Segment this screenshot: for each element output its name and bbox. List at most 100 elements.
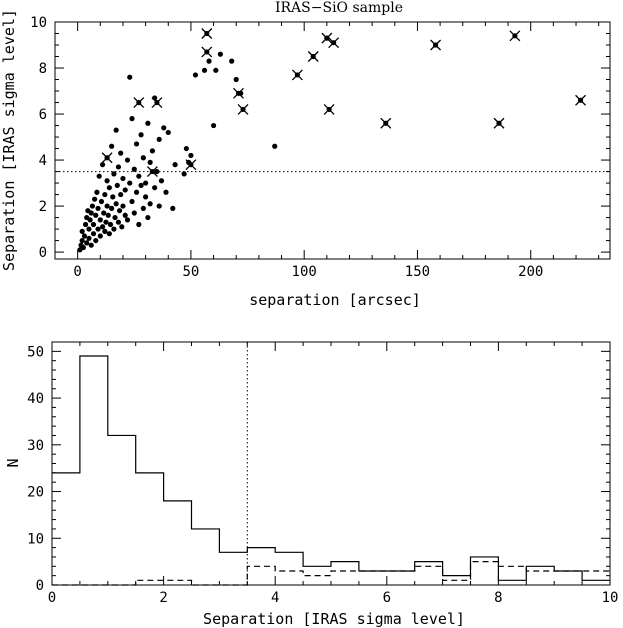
scatter-cross-point: [328, 37, 340, 49]
scatter-point: [106, 231, 112, 237]
scatter-point: [136, 221, 142, 228]
scatter-cross-center: [512, 33, 518, 39]
scatter-point: [152, 185, 158, 191]
scatter-point: [101, 210, 107, 216]
scatter-point: [99, 162, 106, 168]
histogram-x-tick-label: 6: [383, 590, 391, 606]
scatter-point: [84, 240, 90, 246]
scatter-y-tick-label: 2: [39, 199, 47, 215]
histogram-x-tick-label: 4: [271, 590, 279, 606]
scatter-point: [127, 74, 133, 80]
scatter-point: [138, 132, 144, 138]
scatter-point: [233, 76, 239, 83]
scatter-point: [109, 205, 115, 211]
scatter-point: [115, 219, 122, 225]
scatter-point: [129, 116, 135, 122]
scatter-point: [94, 189, 100, 195]
scatter-cross-center: [432, 42, 439, 48]
scatter-point: [113, 127, 119, 133]
chart-title: IRAS−SiO sample: [275, 0, 403, 16]
scatter-cross-center: [104, 155, 110, 161]
scatter-point: [109, 143, 115, 149]
scatter-point: [118, 191, 124, 198]
scatter-point: [115, 164, 122, 170]
scatter-point: [88, 210, 94, 216]
scatter-x-axis-label: separation [arcsec]: [249, 291, 421, 309]
scatter-cross-point: [575, 94, 587, 106]
scatter-point: [116, 208, 123, 214]
scatter-point: [140, 155, 146, 161]
scatter-point: [163, 189, 169, 195]
scatter-point: [86, 235, 92, 241]
histogram-y-tick-label: 30: [27, 438, 44, 454]
scatter-cross-point: [237, 103, 249, 115]
scatter-point: [96, 173, 102, 179]
scatter-cross-center: [310, 53, 316, 60]
scatter-point: [97, 217, 103, 223]
scatter-point: [154, 168, 160, 175]
scatter-cross-center: [324, 35, 330, 41]
scatter-cross-point: [323, 103, 335, 115]
scatter-point: [92, 196, 98, 202]
scatter-y-tick-label: 10: [30, 15, 47, 31]
scatter-point: [86, 226, 92, 232]
scatter-point: [133, 189, 140, 195]
histogram-y-axis: 0 10 20 30 40 50: [27, 344, 610, 594]
scatter-point: [118, 150, 124, 156]
scatter-point: [95, 205, 101, 211]
scatter-point: [90, 231, 97, 237]
scatter-point: [122, 187, 128, 193]
scatter-point: [124, 157, 131, 163]
scatter-y-tick-label: 0: [39, 245, 47, 261]
histogram-x-tick-label: 8: [494, 590, 502, 606]
histogram-x-axis-label: Separation [IRAS sigma level]: [203, 610, 465, 628]
scatter-point: [147, 159, 153, 165]
scatter-x-axis: 0 50 100 150 200: [73, 22, 600, 280]
scatter-point: [133, 141, 140, 147]
scatter-cross-point: [185, 159, 197, 171]
scatter-y-tick-label: 6: [39, 107, 47, 123]
scatter-point: [140, 205, 146, 211]
scatter-point: [131, 210, 137, 216]
scatter-point: [89, 203, 95, 209]
scatter-point: [122, 212, 128, 218]
scatter-point: [192, 72, 199, 78]
scatter-cross-point: [509, 30, 521, 42]
scatter-dot-series: [77, 51, 278, 253]
histogram-y-tick-label: 20: [27, 485, 44, 501]
scatter-point: [165, 129, 171, 136]
scatter-point: [103, 219, 109, 225]
scatter-point: [93, 212, 99, 218]
histogram-dashed-series: [52, 561, 610, 586]
scatter-y-tick-label: 8: [39, 61, 47, 77]
scatter-point: [217, 51, 223, 57]
scatter-point: [79, 228, 85, 234]
scatter-x-tick-label: 0: [73, 264, 81, 280]
scatter-point: [201, 67, 208, 73]
scatter-point: [156, 136, 162, 142]
scatter-point: [105, 212, 111, 218]
scatter-cross-point: [321, 32, 333, 44]
scatter-point: [272, 143, 278, 149]
scatter-point: [156, 203, 162, 209]
scatter-x-tick-label: 50: [182, 264, 199, 280]
histogram-x-axis: 0 2 4 6 8 10: [48, 342, 618, 606]
scatter-cross-center: [188, 162, 194, 168]
scatter-point: [80, 244, 86, 251]
scatter-point: [188, 152, 194, 159]
scatter-cross-point: [493, 117, 505, 129]
histogram-x-tick-label: 2: [159, 590, 167, 606]
scatter-x-tick-label: 150: [405, 264, 430, 280]
scatter-point: [87, 217, 93, 223]
scatter-cross-point: [101, 152, 113, 164]
scatter-point: [145, 214, 151, 221]
scatter-point: [120, 175, 126, 182]
scatter-point: [79, 237, 85, 244]
scatter-point: [114, 182, 120, 188]
scatter-point: [138, 182, 144, 188]
scatter-cross-center: [136, 99, 142, 106]
scatter-point: [119, 224, 125, 230]
scatter-point: [149, 148, 156, 154]
scatter-cross-center: [577, 97, 584, 103]
